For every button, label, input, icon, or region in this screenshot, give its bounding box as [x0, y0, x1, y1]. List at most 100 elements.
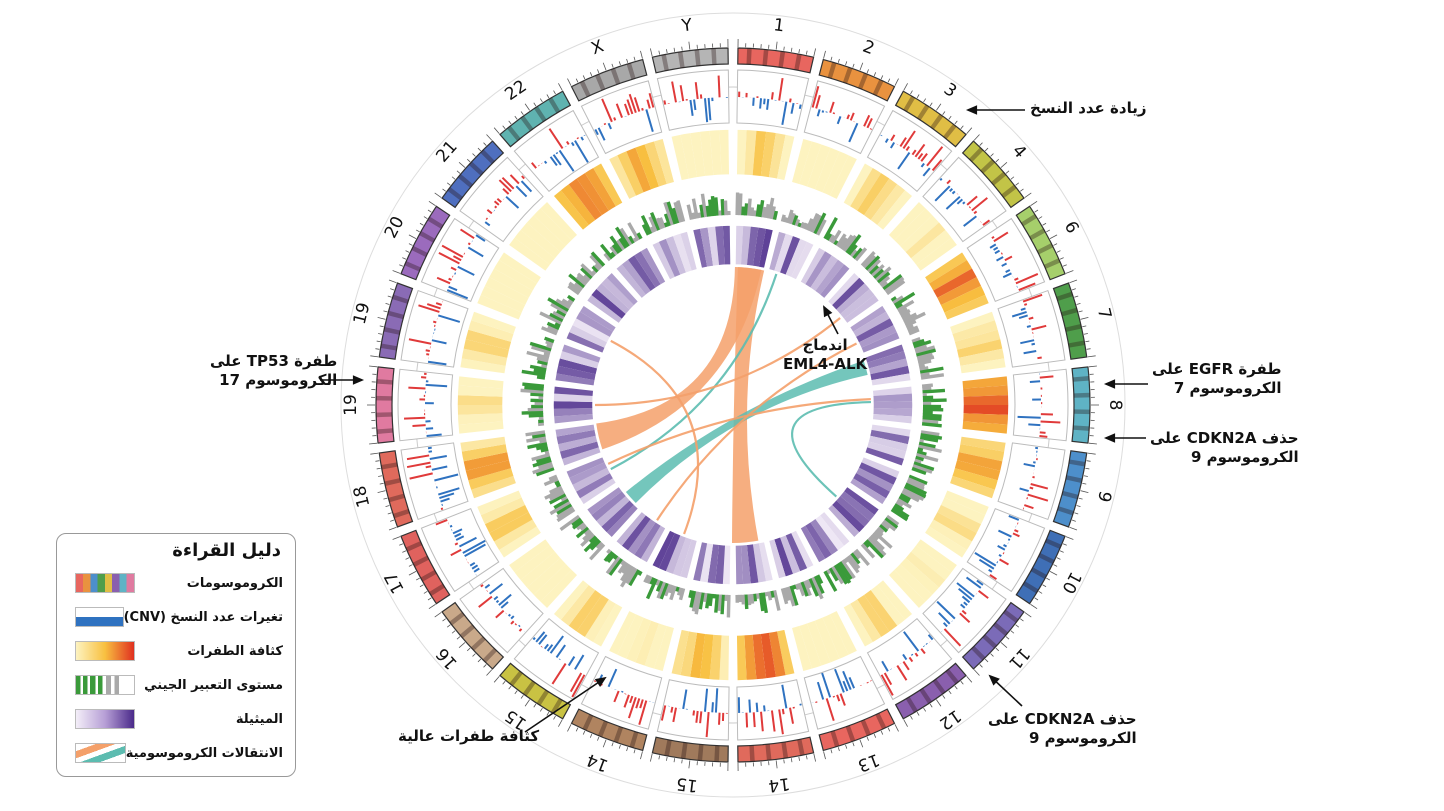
- cnv-bar: [418, 304, 440, 313]
- methylation-cell: [864, 343, 905, 363]
- expression-bar: [890, 296, 897, 302]
- methylation-border: [848, 303, 902, 355]
- tick-mark: [960, 125, 964, 130]
- expression-bar: [813, 212, 827, 235]
- methylation-border: [798, 510, 852, 565]
- ideogram-band: [1045, 538, 1062, 549]
- expression-bar: [707, 199, 714, 217]
- annotation-arrow: [524, 677, 606, 733]
- expression-swatch: [75, 675, 135, 695]
- legend-item-cnv: تغيرات عدد النسخ (CNV): [67, 604, 283, 630]
- cnv-bar: [464, 543, 486, 558]
- tick-mark: [493, 127, 500, 135]
- expression-bar: [920, 430, 940, 437]
- cnv-bar: [1003, 544, 1008, 548]
- methylation-border: [552, 384, 595, 426]
- tick-mark: [575, 78, 579, 83]
- methylation-border: [863, 342, 913, 388]
- tick-mark: [456, 170, 461, 174]
- methylation-cell: [553, 413, 594, 425]
- ideogram-band: [980, 159, 996, 174]
- mutation-density-cell: [849, 167, 882, 212]
- legend-item-mutation-density: كثافة الطفرات: [67, 638, 283, 664]
- methylation-cell: [839, 490, 876, 522]
- ideogram-band: [905, 696, 918, 713]
- mutation-density-cell: [533, 207, 573, 247]
- tick-mark: [936, 699, 942, 707]
- chromosome-label: 7: [1093, 306, 1115, 321]
- chromosome-ideogram: [400, 205, 451, 281]
- expression-bar: [919, 436, 939, 443]
- cnv-bar: [939, 177, 943, 181]
- mutation-density-cell: [956, 452, 1004, 472]
- cnv-bar: [848, 677, 856, 689]
- methylation-cell: [831, 500, 866, 533]
- cnv-bar: [1007, 538, 1011, 541]
- legend-label: كثافة الطفرات: [187, 643, 283, 659]
- mutation-density-cell: [465, 460, 512, 481]
- cnv-bar: [485, 217, 489, 220]
- mutation-density-cell: [736, 129, 747, 176]
- expression-bar: [702, 592, 708, 603]
- methylation-cell: [651, 529, 676, 569]
- methylation-cell: [554, 423, 596, 437]
- expression-bar: [531, 345, 551, 355]
- cnv-bar: [500, 601, 509, 609]
- expression-bar: [643, 574, 650, 584]
- cnv-bar: [890, 134, 896, 142]
- mutation-density-cell: [576, 594, 610, 638]
- tick-mark: [415, 229, 420, 233]
- cnv-bar: [679, 85, 685, 102]
- tick-mark: [1086, 348, 1091, 350]
- tick-mark: [611, 742, 614, 747]
- expression-bar: [791, 214, 799, 226]
- mutation-density-cell: [856, 594, 890, 638]
- mutation-density-cell: [460, 444, 508, 462]
- cnv-bar: [518, 628, 523, 632]
- expression-bar: [802, 580, 812, 597]
- mutation-density-border: [886, 537, 959, 611]
- ideogram-band: [711, 48, 717, 65]
- tick-mark: [830, 56, 833, 61]
- expression-bar: [567, 284, 580, 296]
- cnv-bar: [1031, 324, 1047, 331]
- cnv-bar: [613, 117, 617, 121]
- expression-bar: [813, 575, 825, 595]
- ideogram-band: [762, 49, 769, 66]
- chromosome-ideogram: [894, 662, 967, 720]
- cnv-bar: [1018, 314, 1028, 319]
- tick-mark: [929, 703, 933, 708]
- cnv-bar: [449, 524, 453, 528]
- mutation-density-cell: [956, 338, 1004, 358]
- expression-bar: [663, 222, 669, 228]
- expression-bar: [797, 222, 803, 228]
- methylation-cell: [555, 365, 597, 381]
- cnv-track: [866, 109, 953, 193]
- cnv-bar: [532, 637, 536, 641]
- mutation-density-cell: [951, 320, 999, 343]
- ideogram-band: [903, 95, 916, 112]
- tick-mark: [775, 41, 778, 50]
- methylation-cell: [595, 495, 631, 528]
- tick-mark: [995, 158, 1000, 163]
- mutation-density-border: [948, 435, 1008, 501]
- ideogram-band: [971, 645, 986, 661]
- tick-mark: [392, 536, 401, 540]
- cnv-bar: [438, 487, 460, 496]
- ideogram-band: [945, 668, 959, 685]
- methylation-cell: [553, 401, 594, 409]
- expression-bar: [552, 310, 565, 320]
- tick-mark: [553, 715, 556, 720]
- expression-bar: [772, 210, 779, 220]
- mutation-density-cell: [863, 589, 898, 633]
- expression-bar: [717, 594, 722, 611]
- mutation-density-cell: [552, 579, 590, 621]
- cnv-bar: [1039, 435, 1048, 438]
- expression-bar: [697, 212, 702, 219]
- cnv-bar: [489, 583, 504, 595]
- tick-mark: [1076, 303, 1081, 305]
- tick-mark: [798, 756, 800, 761]
- tick-mark: [466, 158, 471, 163]
- tick-mark: [408, 564, 413, 567]
- expression-bar: [583, 528, 591, 536]
